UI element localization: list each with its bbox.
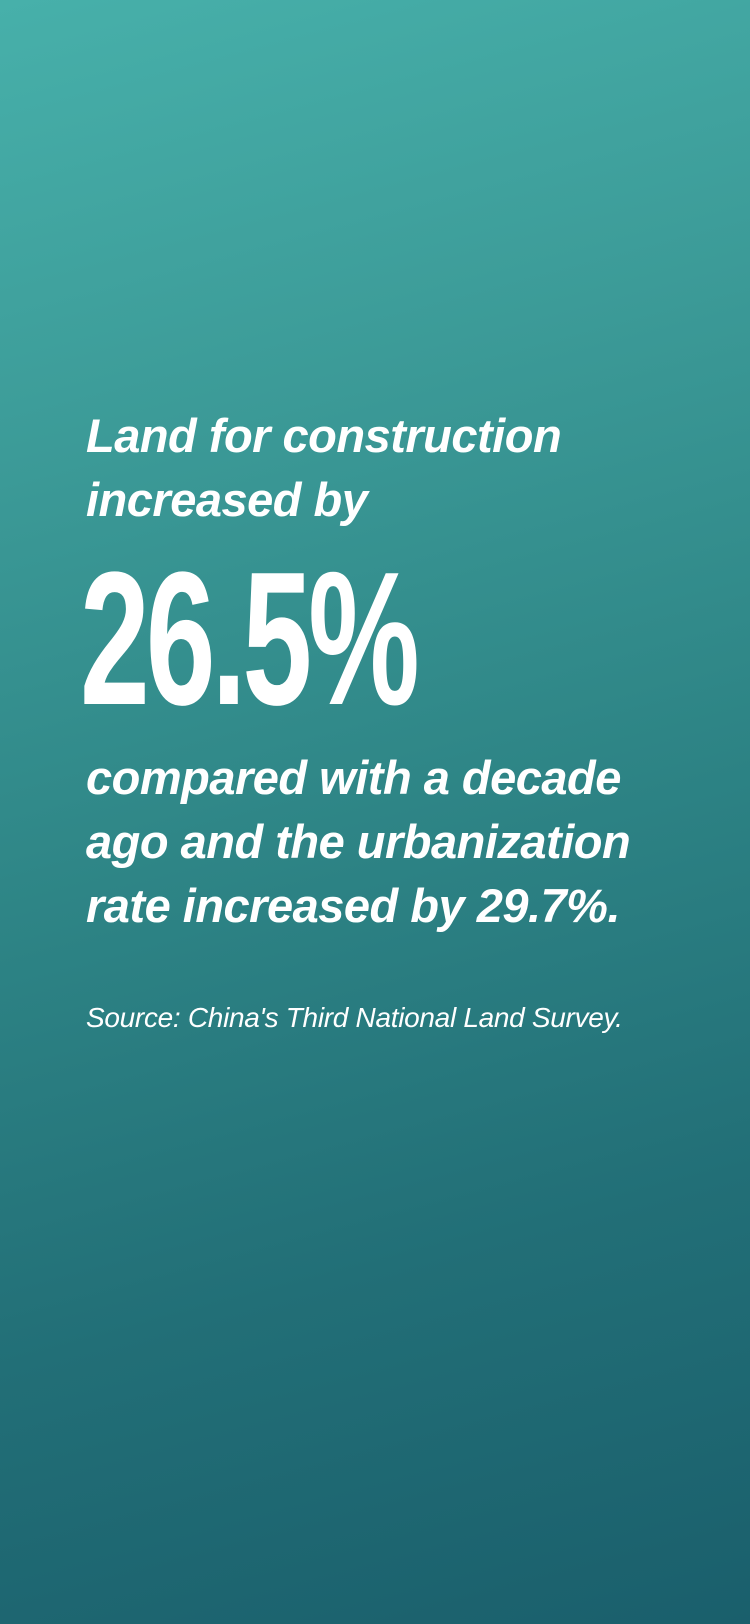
description-line-1: compared with a decade — [86, 751, 621, 804]
headline-line-1: Land for construction — [86, 409, 562, 462]
content-block: Land for construction increased by 26.5%… — [80, 404, 726, 1036]
description-line-3: rate increased by 29.7%. — [86, 879, 621, 932]
headline: Land for construction increased by — [86, 404, 726, 532]
headline-line-2: increased by — [86, 473, 368, 526]
source-note: Source: China's Third National Land Surv… — [86, 1002, 623, 1033]
description: compared with a decade ago and the urban… — [86, 746, 726, 938]
stat-value: 26.5% — [80, 533, 420, 745]
description-line-2: ago and the urbanization — [86, 815, 631, 868]
